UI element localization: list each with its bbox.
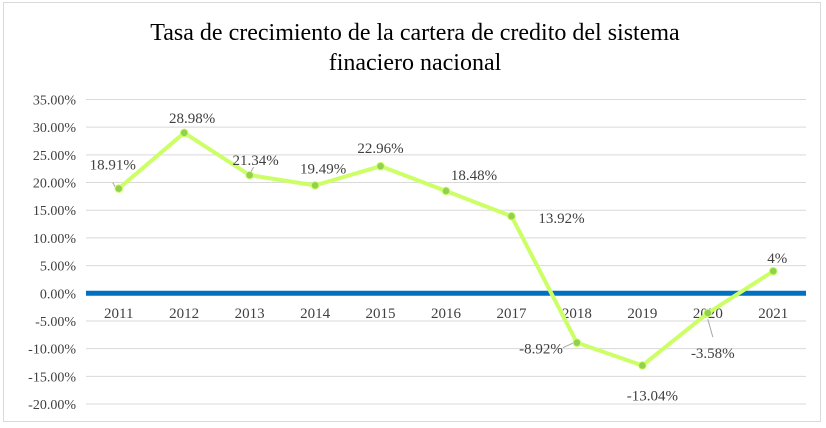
data-point [114, 184, 124, 193]
x-tick-label: 2017 [496, 306, 527, 322]
data-point [376, 161, 385, 171]
data-label: 18.91% [90, 158, 136, 174]
data-label: -13.04% [627, 388, 678, 404]
chart-frame [3, 2, 821, 422]
data-label: 18.48% [451, 168, 497, 184]
x-tick-label: 2013 [235, 306, 265, 322]
y-tick-label: 20.00% [33, 177, 77, 192]
y-tick-label: 5.00% [40, 260, 77, 275]
data-point [179, 128, 189, 138]
data-point [572, 338, 582, 347]
chart-title-line-2: finaciero nacional [328, 50, 502, 76]
data-label: 21.34% [233, 153, 279, 169]
y-tick-label: 25.00% [33, 149, 77, 164]
y-tick-label: 10.00% [33, 232, 77, 247]
series-line [117, 130, 775, 368]
x-tick-label: 2015 [366, 306, 396, 322]
data-point [441, 186, 451, 196]
chart-title-line-1: Tasa de crecimiento de la cartera de cre… [150, 20, 680, 46]
x-tick-label: 2016 [431, 306, 462, 322]
x-tick-label: 2019 [627, 306, 657, 322]
y-tick-label: -15.00% [28, 370, 76, 385]
x-tick-label: 2018 [562, 306, 592, 322]
y-tick-label: 15.00% [33, 204, 77, 219]
data-label: -8.92% [519, 342, 563, 358]
x-tick-label: 2021 [758, 306, 788, 322]
y-tick-label: -20.00% [28, 398, 76, 413]
x-tick-label: 2014 [300, 306, 331, 322]
data-point [310, 181, 320, 190]
data-point [507, 211, 516, 221]
data-label: 13.92% [538, 211, 584, 227]
data-label: 28.98% [169, 111, 215, 127]
y-tick-label: 30.00% [33, 121, 77, 136]
leader-line [707, 318, 714, 338]
data-label: 22.96% [357, 141, 403, 157]
y-tick-label: -10.00% [28, 343, 76, 358]
x-tick-label: 2012 [169, 306, 199, 322]
x-tick-label: 2011 [104, 306, 133, 322]
y-tick-label: 35.00% [33, 94, 77, 109]
chart-title: Tasa de crecimiento de la cartera de cre… [0, 18, 826, 78]
data-point [768, 266, 778, 276]
data-label: 19.49% [300, 161, 346, 177]
y-tick-label: 0.00% [40, 287, 77, 302]
data-point [245, 170, 254, 180]
y-tick-label: -5.00% [35, 315, 76, 330]
data-point [638, 361, 647, 370]
data-label: -3.58% [691, 346, 735, 362]
data-label: 4% [767, 251, 787, 267]
leader-line [562, 342, 575, 349]
data-point [703, 308, 713, 318]
